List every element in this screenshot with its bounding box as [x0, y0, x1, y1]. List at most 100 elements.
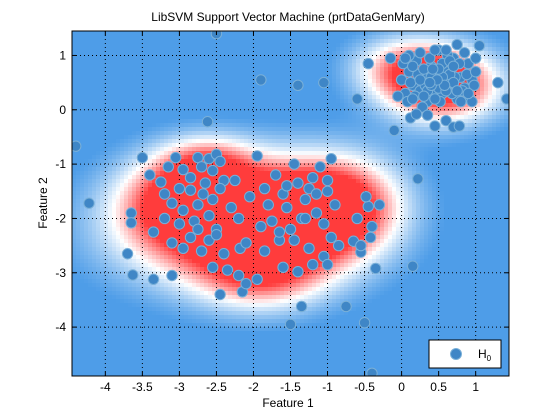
- surface-cell: [160, 155, 165, 160]
- surface-cell: [172, 107, 177, 112]
- surface-cell: [96, 363, 101, 368]
- surface-cell: [236, 51, 241, 56]
- surface-cell: [272, 211, 277, 216]
- surface-cell: [116, 31, 121, 36]
- surface-cell: [268, 347, 273, 352]
- surface-cell: [128, 139, 133, 144]
- surface-cell: [108, 311, 113, 316]
- surface-cell: [300, 119, 305, 124]
- surface-cell: [144, 135, 149, 140]
- surface-cell: [180, 43, 185, 48]
- surface-cell: [88, 251, 93, 256]
- surface-cell: [200, 83, 205, 88]
- surface-cell: [264, 59, 269, 64]
- surface-cell: [124, 307, 129, 312]
- surface-cell: [112, 175, 117, 180]
- surface-cell: [108, 135, 113, 140]
- surface-cell: [184, 127, 189, 132]
- surface-cell: [244, 219, 249, 224]
- surface-cell: [96, 243, 101, 248]
- surface-cell: [208, 295, 213, 300]
- surface-cell: [148, 331, 153, 336]
- surface-cell: [180, 123, 185, 128]
- surface-cell: [136, 263, 141, 268]
- surface-cell: [120, 31, 125, 36]
- surface-cell: [256, 311, 261, 316]
- surface-cell: [244, 111, 249, 116]
- surface-cell: [228, 259, 233, 264]
- surface-cell: [300, 111, 305, 116]
- surface-cell: [188, 331, 193, 336]
- surface-cell: [180, 139, 185, 144]
- surface-cell: [232, 371, 237, 376]
- surface-cell: [252, 307, 257, 312]
- surface-cell: [244, 223, 249, 228]
- surface-cell: [76, 231, 81, 236]
- surface-cell: [244, 79, 249, 84]
- surface-cell: [272, 151, 277, 156]
- surface-cell: [132, 187, 137, 192]
- surface-cell: [268, 151, 273, 156]
- surface-cell: [72, 359, 77, 364]
- surface-cell: [84, 247, 89, 252]
- surface-cell: [232, 355, 237, 360]
- surface-cell: [92, 231, 97, 236]
- surface-cell: [272, 195, 277, 200]
- surface-cell: [260, 235, 265, 240]
- surface-cell: [220, 115, 225, 120]
- surface-cell: [268, 179, 273, 184]
- surface-cell: [152, 239, 157, 244]
- surface-cell: [220, 355, 225, 360]
- surface-cell: [100, 191, 105, 196]
- surface-cell: [260, 179, 265, 184]
- surface-cell: [228, 351, 233, 356]
- surface-cell: [132, 295, 137, 300]
- surface-cell: [240, 39, 245, 44]
- surface-cell: [92, 235, 97, 240]
- surface-cell: [72, 47, 77, 52]
- surface-cell: [220, 303, 225, 308]
- surface-cell: [156, 151, 161, 156]
- surface-cell: [184, 255, 189, 260]
- surface-cell: [252, 115, 257, 120]
- surface-cell: [240, 335, 245, 340]
- surface-cell: [100, 187, 105, 192]
- surface-cell: [228, 131, 233, 136]
- surface-cell: [132, 359, 137, 364]
- surface-cell: [272, 95, 277, 100]
- surface-cell: [80, 151, 85, 156]
- surface-cell: [232, 347, 237, 352]
- surface-cell: [208, 339, 213, 344]
- surface-cell: [204, 331, 209, 336]
- surface-cell: [184, 103, 189, 108]
- surface-cell: [240, 327, 245, 332]
- surface-cell: [292, 371, 297, 376]
- surface-cell: [72, 75, 77, 80]
- surface-cell: [100, 287, 105, 292]
- surface-cell: [276, 299, 281, 304]
- surface-cell: [104, 335, 109, 340]
- surface-cell: [144, 119, 149, 124]
- surface-cell: [96, 307, 101, 312]
- surface-cell: [256, 123, 261, 128]
- surface-cell: [292, 75, 297, 80]
- surface-cell: [248, 43, 253, 48]
- surface-cell: [84, 175, 89, 180]
- surface-cell: [76, 351, 81, 356]
- surface-cell: [120, 263, 125, 268]
- surface-cell: [188, 155, 193, 160]
- surface-cell: [72, 35, 77, 40]
- surface-cell: [144, 335, 149, 340]
- surface-cell: [112, 103, 117, 108]
- surface-cell: [108, 179, 113, 184]
- surface-cell: [96, 231, 101, 236]
- surface-cell: [284, 283, 289, 288]
- surface-cell: [284, 79, 289, 84]
- surface-cell: [148, 135, 153, 140]
- surface-cell: [164, 355, 169, 360]
- surface-cell: [156, 59, 161, 64]
- surface-cell: [196, 263, 201, 268]
- surface-cell: [148, 111, 153, 116]
- surface-cell: [156, 135, 161, 140]
- surface-cell: [104, 183, 109, 188]
